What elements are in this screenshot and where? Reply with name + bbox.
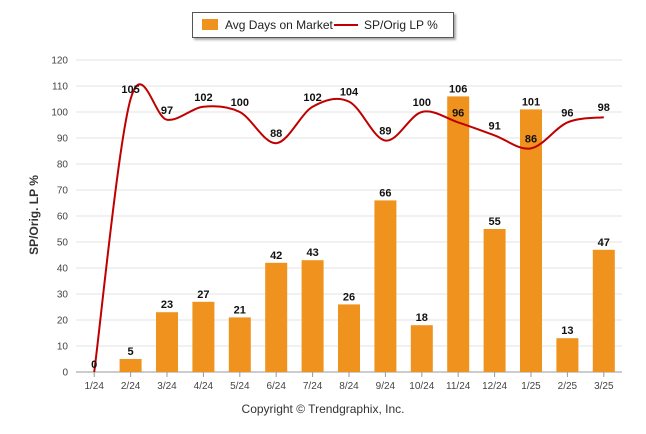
legend-label-line: SP/Orig LP % bbox=[364, 18, 438, 32]
legend-bar-swatch bbox=[202, 19, 218, 30]
legend: Avg Days on Market SP/Orig LP % bbox=[192, 12, 454, 38]
y-tick-label: 100 bbox=[51, 108, 68, 119]
bar-value-label: 26 bbox=[343, 291, 355, 303]
line-value-label: 98 bbox=[598, 102, 610, 114]
bar-value-label: 13 bbox=[561, 325, 573, 337]
bar bbox=[156, 312, 178, 372]
line-value-label: 100 bbox=[231, 97, 249, 109]
bar-value-label: 18 bbox=[416, 312, 428, 324]
x-tick-label: 5/24 bbox=[230, 381, 250, 392]
y-tick-label: 110 bbox=[52, 82, 68, 93]
line-value-label: 96 bbox=[561, 107, 573, 119]
y-tick-label: 10 bbox=[57, 342, 69, 353]
bar-value-label: 55 bbox=[488, 216, 500, 228]
bar-value-label: 5 bbox=[128, 346, 134, 358]
line-value-label: 104 bbox=[340, 87, 359, 99]
y-axis-title: SP/Orig. LP % bbox=[27, 175, 41, 255]
line-value-label: 105 bbox=[121, 84, 139, 96]
x-tick-label: 11/24 bbox=[446, 381, 471, 392]
bar-value-label: 66 bbox=[379, 187, 391, 199]
bar bbox=[119, 359, 142, 372]
bar bbox=[301, 260, 324, 372]
x-tick-label: 12/24 bbox=[482, 381, 507, 392]
line-series-path bbox=[93, 83, 604, 373]
line-value-label: 102 bbox=[194, 92, 212, 104]
line-value-label: 97 bbox=[161, 105, 173, 117]
bar bbox=[410, 325, 433, 372]
x-tick-label: 9/24 bbox=[376, 381, 396, 392]
x-tick-label: 3/24 bbox=[157, 381, 177, 392]
y-tick-label: 120 bbox=[51, 56, 68, 67]
bar bbox=[338, 304, 360, 372]
y-tick-label: 30 bbox=[57, 290, 69, 301]
bar-value-label: 42 bbox=[270, 250, 282, 262]
x-tick-label: 2/25 bbox=[558, 381, 578, 392]
legend-line-swatch bbox=[334, 24, 358, 26]
line-value-label: 102 bbox=[303, 92, 321, 104]
bar bbox=[374, 200, 397, 372]
y-tick-label: 20 bbox=[57, 316, 69, 327]
bar bbox=[192, 301, 215, 372]
bar-value-label: 43 bbox=[306, 247, 318, 259]
y-tick-label: 60 bbox=[57, 212, 69, 223]
line-value-label: 88 bbox=[270, 128, 282, 140]
y-tick-label: 90 bbox=[57, 134, 69, 145]
bar-value-label: 27 bbox=[197, 289, 209, 301]
bar-value-label: 23 bbox=[161, 299, 173, 311]
bar bbox=[228, 317, 251, 372]
x-tick-label: 1/25 bbox=[521, 381, 541, 392]
copyright-text: Copyright © Trendgraphix, Inc. bbox=[241, 402, 405, 416]
bar bbox=[556, 338, 579, 372]
x-tick-label: 4/24 bbox=[194, 381, 214, 392]
y-tick-label: 40 bbox=[57, 264, 69, 275]
bar bbox=[483, 229, 506, 372]
x-tick-label: 1/24 bbox=[84, 381, 104, 392]
y-tick-label: 0 bbox=[62, 368, 68, 379]
line-value-label: 89 bbox=[379, 126, 391, 138]
x-tick-label: 6/24 bbox=[266, 381, 286, 392]
bar-value-label: 47 bbox=[598, 237, 610, 249]
line-value-label: 91 bbox=[488, 120, 500, 132]
y-tick-label: 50 bbox=[57, 238, 69, 249]
x-tick-label: 8/24 bbox=[339, 381, 359, 392]
bar-value-label: 101 bbox=[522, 96, 540, 108]
legend-label-bar: Avg Days on Market bbox=[225, 18, 333, 32]
bar bbox=[520, 109, 542, 373]
x-tick-label: 10/24 bbox=[409, 381, 434, 392]
bar-value-label: 106 bbox=[449, 83, 467, 95]
bar bbox=[265, 262, 288, 372]
x-tick-label: 2/24 bbox=[121, 381, 141, 392]
x-tick-label: 7/24 bbox=[303, 381, 323, 392]
bar-value-label: 0 bbox=[91, 359, 97, 371]
line-value-label: 96 bbox=[452, 107, 464, 119]
bar bbox=[592, 249, 615, 372]
bar bbox=[447, 96, 470, 373]
line-value-label: 100 bbox=[413, 97, 431, 109]
x-tick-label: 3/25 bbox=[594, 381, 614, 392]
bar-value-label: 21 bbox=[234, 304, 246, 316]
line-value-label: 86 bbox=[525, 133, 537, 145]
y-tick-label: 80 bbox=[57, 160, 69, 171]
y-tick-label: 70 bbox=[57, 186, 69, 197]
